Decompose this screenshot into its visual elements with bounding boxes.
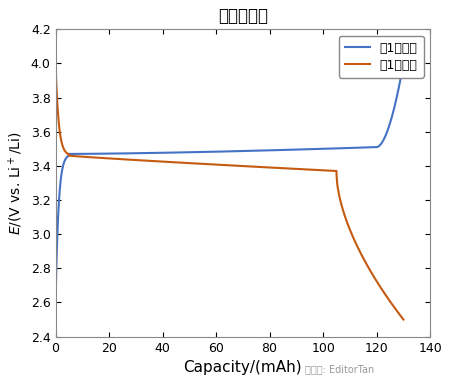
第1次放电 — [56, 114, 61, 119]
第1次放电 — [340, 207, 345, 211]
Title: 充放電曲線: 充放電曲線 — [218, 7, 268, 25]
第1次放电 — [401, 317, 406, 322]
第1次放电 — [53, 61, 58, 66]
第1次充电 — [238, 149, 243, 153]
第1次充电 — [141, 151, 147, 155]
X-axis label: Capacity/(mAh): Capacity/(mAh) — [184, 360, 302, 375]
Legend: 第1次充电, 第1次放电: 第1次充电, 第1次放电 — [339, 36, 424, 78]
第1次放电 — [66, 153, 71, 158]
第1次放电 — [131, 158, 136, 162]
第1次放电 — [98, 155, 104, 160]
Text: 微信号: EditorTan: 微信号: EditorTan — [305, 364, 374, 374]
第1次充电 — [53, 300, 58, 305]
第1次充电 — [54, 241, 60, 245]
Y-axis label: $\it{E}$/(V vs. Li$^+$/Li): $\it{E}$/(V vs. Li$^+$/Li) — [7, 131, 25, 235]
Line: 第1次充电: 第1次充电 — [56, 63, 403, 303]
第1次充电 — [366, 145, 371, 150]
第1次充电 — [401, 61, 406, 66]
第1次放电 — [65, 151, 70, 156]
第1次充电 — [375, 144, 380, 149]
第1次充电 — [377, 144, 382, 148]
Line: 第1次放电: 第1次放电 — [56, 63, 403, 320]
